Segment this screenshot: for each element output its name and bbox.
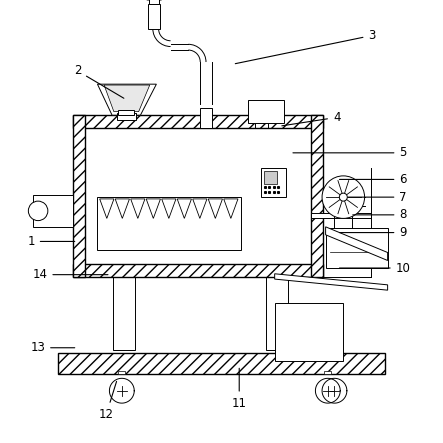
- Text: 2: 2: [74, 64, 124, 98]
- Polygon shape: [104, 85, 150, 112]
- Bar: [266, 277, 288, 350]
- Polygon shape: [146, 199, 160, 218]
- Text: 3: 3: [235, 29, 376, 64]
- Bar: [118, 371, 125, 374]
- Bar: [311, 213, 371, 218]
- Text: 7: 7: [348, 190, 407, 204]
- Bar: [149, 0, 159, 4]
- Bar: [73, 115, 85, 277]
- Bar: [264, 171, 277, 184]
- Bar: [73, 264, 323, 277]
- Polygon shape: [193, 199, 207, 218]
- Text: 8: 8: [353, 208, 407, 222]
- Bar: [117, 113, 136, 120]
- Bar: [311, 115, 323, 277]
- Bar: [113, 275, 135, 350]
- Polygon shape: [97, 84, 156, 115]
- Circle shape: [339, 193, 347, 201]
- Text: 6: 6: [339, 173, 407, 186]
- Text: 12: 12: [99, 381, 117, 421]
- Polygon shape: [162, 199, 176, 218]
- Circle shape: [28, 201, 48, 221]
- Polygon shape: [275, 274, 388, 290]
- Text: 11: 11: [232, 368, 247, 410]
- Bar: [200, 108, 212, 128]
- Polygon shape: [177, 199, 191, 218]
- Bar: [97, 197, 241, 250]
- Bar: [326, 228, 388, 268]
- Bar: [33, 195, 73, 227]
- Polygon shape: [208, 199, 222, 218]
- Polygon shape: [115, 199, 129, 218]
- Polygon shape: [326, 227, 388, 260]
- Bar: [275, 303, 343, 361]
- Bar: [261, 168, 286, 197]
- Bar: [85, 128, 311, 264]
- Polygon shape: [100, 199, 114, 218]
- Bar: [118, 110, 134, 115]
- Text: 5: 5: [293, 146, 407, 159]
- Text: 10: 10: [339, 261, 411, 275]
- Text: 1: 1: [27, 235, 75, 248]
- Bar: [58, 353, 385, 374]
- Polygon shape: [224, 199, 238, 218]
- Bar: [73, 115, 323, 128]
- Text: 14: 14: [32, 268, 108, 281]
- Text: 13: 13: [30, 341, 75, 354]
- Bar: [148, 4, 160, 29]
- Text: 4: 4: [282, 111, 340, 126]
- Bar: [324, 371, 331, 374]
- Polygon shape: [131, 199, 145, 218]
- Circle shape: [322, 176, 365, 218]
- Bar: [248, 100, 284, 123]
- Text: 9: 9: [339, 226, 407, 239]
